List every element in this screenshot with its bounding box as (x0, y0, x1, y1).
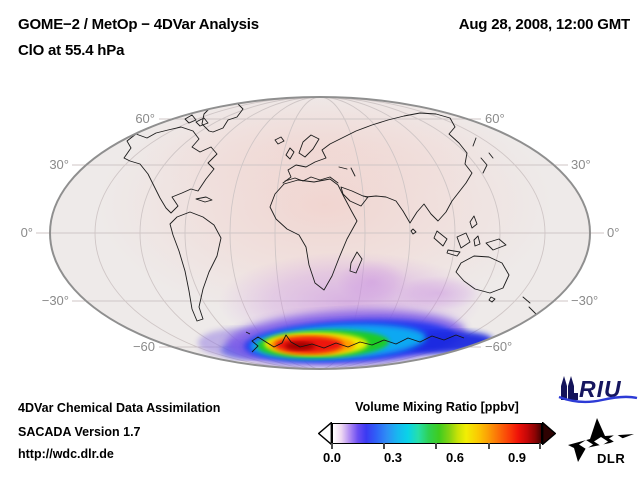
footer-version-label: SACADA Version 1.7 (18, 425, 141, 439)
colorbar-tick (383, 443, 385, 449)
lat-label-left-30s: −30° (42, 293, 69, 308)
colorbar-tick-label-2: 0.6 (445, 450, 465, 465)
antarctica-coastline (245, 331, 465, 353)
lat-label-right-30n: 30° (571, 157, 591, 172)
lat-label-left-0: 0° (21, 225, 33, 240)
riu-wave-icon (558, 395, 638, 404)
colorbar-tick (488, 443, 490, 449)
lat-label-right-30s: −30° (571, 293, 598, 308)
lat-label-right-0: 0° (607, 225, 619, 240)
lat-label-right-60n: 60° (485, 111, 505, 126)
lat-label-left-30n: 30° (49, 157, 69, 172)
dlr-logo: DLR (568, 418, 634, 466)
colorbar-title: Volume Mixing Ratio [ppbv] (355, 400, 519, 414)
globe-border (49, 96, 591, 370)
colorbar-arrow-left (318, 422, 332, 445)
latitude-labels: 60° 30° 0° −30° −60 60° 30° 0° −30° −60° (21, 111, 620, 354)
background-tint (97, 97, 553, 323)
dlr-emblem-diamonds (579, 434, 623, 449)
colorbar-bar (318, 422, 556, 445)
colorbar-tick-label-3: 0.9 (507, 450, 527, 465)
colorbar-tick (331, 443, 333, 449)
colorbar-gradient (332, 423, 542, 444)
dlr-logo-text: DLR (597, 451, 625, 466)
lat-label-left-60n: 60° (135, 111, 155, 126)
colorbar-tick (435, 443, 437, 449)
cathedral-icon (561, 376, 578, 400)
page-subtitle: ClO at 55.4 hPa (18, 42, 125, 59)
timestamp: Aug 28, 2008, 12:00 GMT (458, 16, 631, 33)
footer-assimilation-label: 4DVar Chemical Data Assimilation (18, 401, 221, 415)
lat-label-left-60s: −60 (133, 339, 155, 354)
page-title: GOME−2 / MetOp − 4DVar Analysis (18, 16, 259, 33)
colorbar-arrow-right (542, 422, 556, 445)
colorbar-tick-label-0: 0.0 (322, 450, 342, 465)
colorbar-tick (539, 443, 541, 449)
riu-logo: RIU (558, 376, 638, 404)
colorbar: Volume Mixing Ratio [ppbv] 0.0 0.3 0.6 0… (318, 400, 556, 472)
footer-url: http://wdc.dlr.de (18, 447, 114, 461)
lat-label-right-60s: −60° (485, 339, 512, 354)
coastlines (123, 100, 538, 322)
clo-data-overlay (198, 252, 493, 366)
colorbar-tick-label-1: 0.3 (383, 450, 403, 465)
